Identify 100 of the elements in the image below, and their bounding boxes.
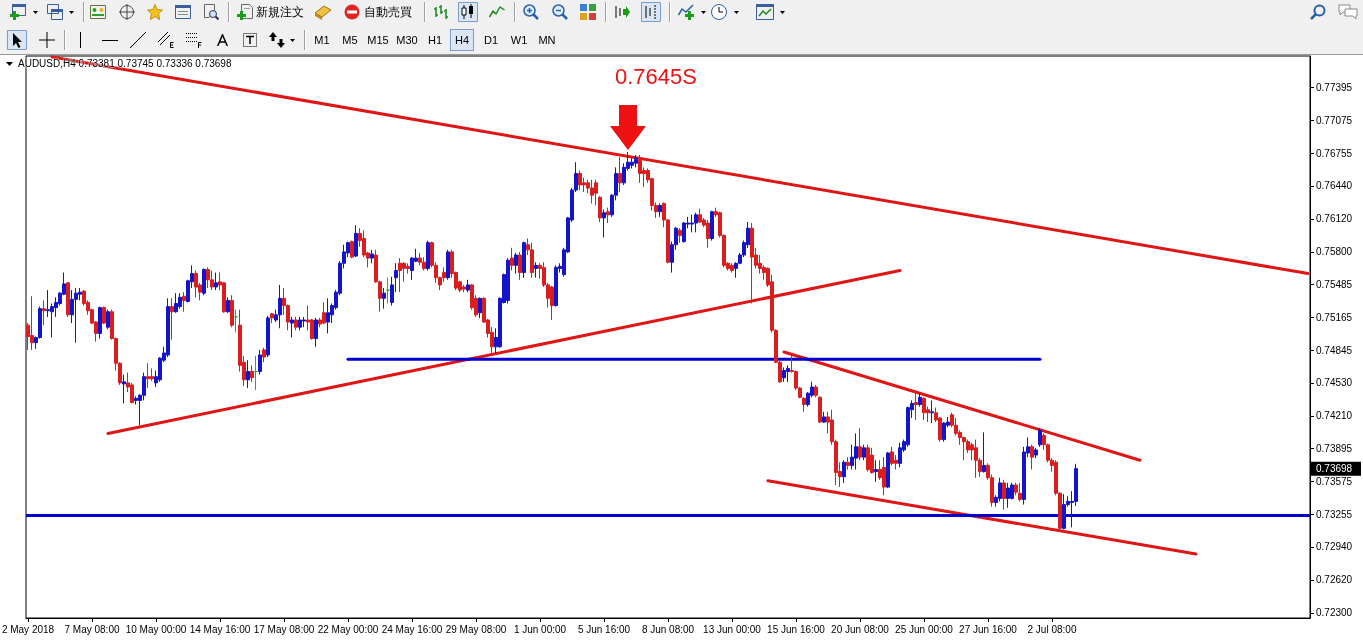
y-tick-label: 0.72300 <box>1316 607 1353 619</box>
candlestick <box>634 154 638 168</box>
candlestick <box>682 221 686 244</box>
annotation: 0.7645S <box>615 64 697 90</box>
candlestick <box>1062 493 1066 530</box>
candlestick <box>898 442 902 468</box>
candlestick <box>578 169 582 191</box>
candlestick <box>270 312 274 324</box>
y-tick-label: 0.73255 <box>1316 508 1353 520</box>
candlestick <box>326 297 330 334</box>
candlestick <box>506 257 510 304</box>
y-tick-label: 0.76120 <box>1316 213 1353 225</box>
y-tick-label: 0.75485 <box>1316 278 1353 290</box>
candlestick <box>710 210 714 242</box>
candlestick <box>1018 482 1022 502</box>
candlestick <box>462 284 466 293</box>
candlestick <box>194 269 198 298</box>
candlestick <box>922 396 926 421</box>
candlestick <box>886 451 890 489</box>
candlestick <box>594 179 598 207</box>
candlestick <box>554 264 558 308</box>
candlestick <box>230 294 234 328</box>
x-tick-label: 27 Jun 16:00 <box>959 623 1018 635</box>
candlestick <box>606 207 610 224</box>
candlestick <box>814 384 818 398</box>
y-tick-label: 0.72620 <box>1316 574 1353 586</box>
candlestick <box>250 364 254 383</box>
candlestick <box>42 299 46 326</box>
x-tick-label: 20 Jun 08:00 <box>831 623 890 635</box>
candlestick <box>698 208 702 224</box>
candlestick <box>530 242 534 279</box>
y-tick-label: 0.75800 <box>1316 246 1353 258</box>
candlestick <box>510 247 514 271</box>
candlestick <box>846 456 850 471</box>
x-tick-label: 8 Jun 08:00 <box>641 623 695 635</box>
candlestick <box>202 267 206 296</box>
text: 0.73698 <box>1316 463 1353 475</box>
candlestick <box>226 296 230 314</box>
text: M5 <box>342 33 358 47</box>
candlestick <box>658 202 662 218</box>
candlestick <box>930 399 934 424</box>
candlestick <box>842 459 846 484</box>
candlestick <box>30 295 34 351</box>
candlestick <box>590 179 594 204</box>
candlestick <box>602 209 606 238</box>
candlestick <box>466 279 470 293</box>
candlestick <box>522 241 526 279</box>
candlestick <box>106 309 110 330</box>
candlestick <box>258 349 262 376</box>
candlestick <box>882 456 886 496</box>
candlestick <box>694 212 698 233</box>
candlestick <box>294 316 298 331</box>
candlestick <box>254 355 258 391</box>
candlestick <box>866 444 870 473</box>
candlestick <box>426 240 430 271</box>
candlestick <box>974 439 978 479</box>
candlestick <box>678 227 682 244</box>
candlestick <box>982 431 986 474</box>
candlestick <box>1006 482 1010 509</box>
x-tick-label: 1 Jun 00:00 <box>513 623 567 635</box>
x-tick-label: 5 Jun 16:00 <box>577 623 631 635</box>
candlestick <box>1030 444 1034 471</box>
candlestick <box>210 269 214 291</box>
candlestick <box>278 284 282 329</box>
candlestick <box>298 316 302 331</box>
candlestick <box>822 411 826 424</box>
y-tick-label: 0.74530 <box>1316 377 1353 389</box>
candlestick <box>918 392 922 408</box>
candlestick <box>730 262 734 274</box>
x-tick-label: 24 May 16:00 <box>381 623 443 635</box>
candlestick <box>386 277 390 304</box>
text: W1 <box>510 33 528 47</box>
y-tick-label: 0.73575 <box>1316 475 1353 487</box>
candlestick <box>234 309 238 333</box>
text: 自動売買 <box>364 4 412 20</box>
x-tick-label: 15 Jun 16:00 <box>767 623 826 635</box>
candlestick <box>262 347 266 363</box>
y-tick-label: 0.74210 <box>1316 410 1353 422</box>
x-tick-label: 2 May 2018 <box>1 623 55 635</box>
text: H4 <box>449 29 475 51</box>
y-tick-label: 0.74845 <box>1316 344 1353 356</box>
candlestick <box>478 296 482 319</box>
candlestick <box>170 297 174 341</box>
candlestick <box>1034 447 1038 459</box>
candlestick <box>290 316 294 339</box>
candlestick <box>322 301 326 325</box>
candlestick <box>518 251 522 281</box>
x-tick-label: 14 May 16:00 <box>189 623 251 635</box>
candlestick <box>914 392 918 421</box>
candlestick <box>786 364 790 383</box>
candlestick <box>214 272 218 291</box>
candlestick <box>166 297 170 358</box>
candlestick <box>1038 427 1042 448</box>
candlestick <box>706 219 710 249</box>
candlestick <box>446 249 450 281</box>
candlestick <box>858 427 862 461</box>
candlestick <box>890 446 894 466</box>
candlestick <box>174 292 178 314</box>
candlestick <box>942 421 946 443</box>
candlestick <box>874 459 878 483</box>
